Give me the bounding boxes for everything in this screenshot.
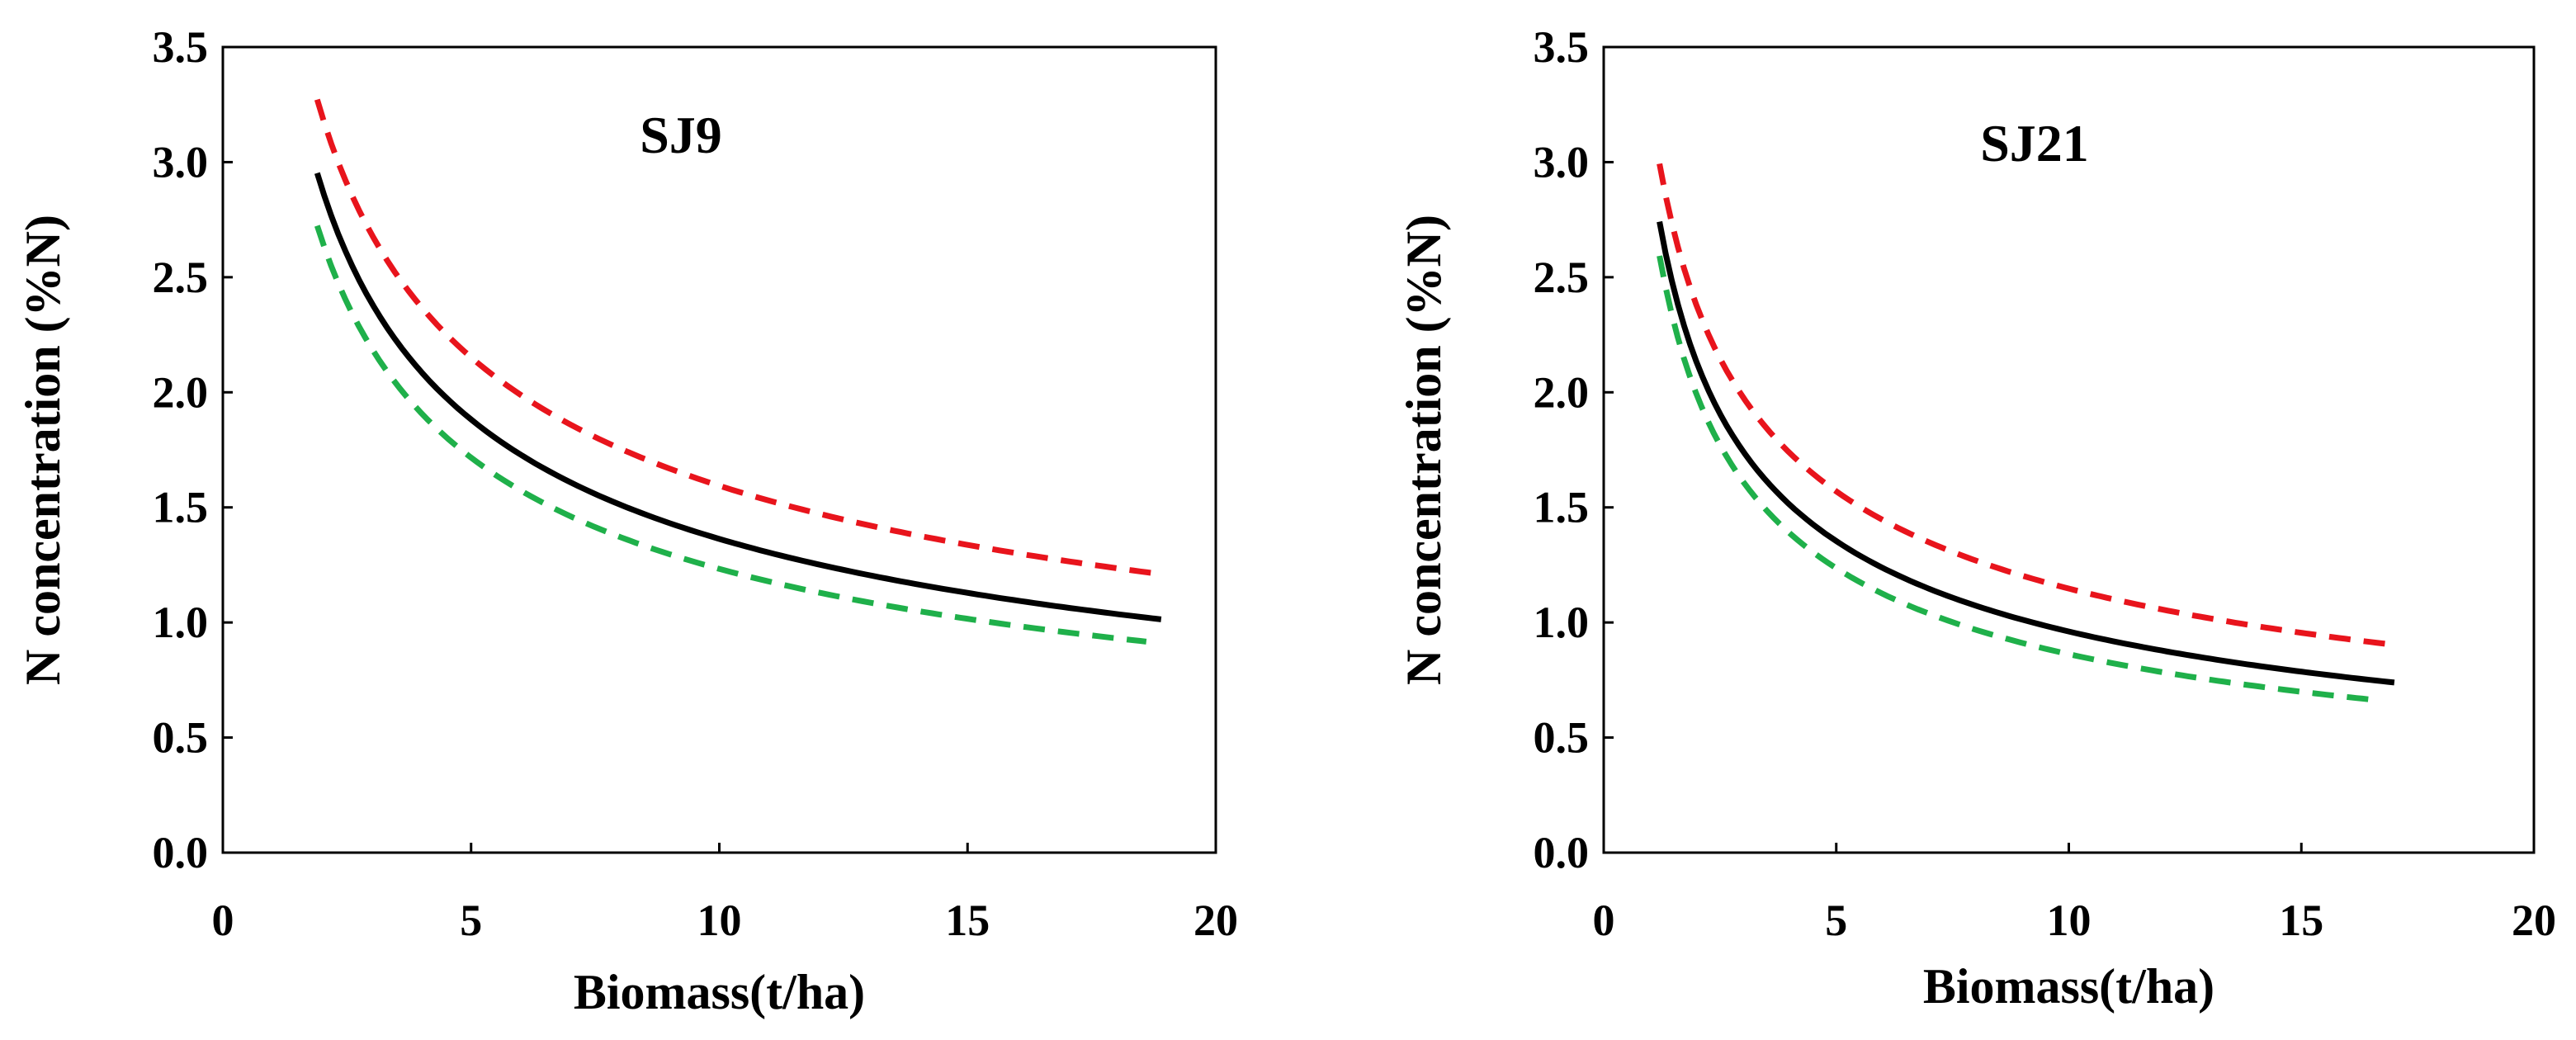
chart-title: SJ21 [1980, 114, 2089, 173]
x-tick-label: 20 [1193, 896, 1238, 945]
y-tick-label: 2.5 [153, 253, 209, 302]
panel-sj21: 0.0 0.5 1.0 1.5 2.0 2.5 3.0 3.5 0 5 10 15 20 SJ21 Biom… [1397, 22, 2556, 1014]
x-tick-label: 10 [697, 896, 742, 945]
plot-frame [221, 45, 1217, 854]
series-line-upper [1657, 163, 2395, 648]
y-tick-label: 0.5 [153, 713, 209, 763]
x-tick-label: 0 [1593, 896, 1615, 945]
x-axis-title: Biomass(t/ha) [574, 965, 865, 1019]
y-tick-label: 1.0 [1534, 598, 1590, 647]
y-tick-label: 0.0 [153, 828, 209, 877]
y-tick-label: 3.5 [1534, 22, 1590, 72]
x-tick-label: 15 [2279, 896, 2323, 945]
series-line-lower [1657, 255, 2381, 704]
x-tick-label: 5 [460, 896, 482, 945]
chart-title: SJ9 [640, 106, 722, 164]
x-tick-label: 20 [2512, 896, 2556, 945]
x-tick-label: 10 [2047, 896, 2092, 945]
y-tick-label: 1.5 [153, 483, 209, 532]
y-tick-label: 0.0 [1534, 828, 1590, 877]
y-axis-title: N concentration (%N) [16, 215, 70, 685]
y-axis-title: N concentration (%N) [1397, 215, 1451, 685]
series-line-upper [314, 98, 1162, 578]
series-line-mean [314, 172, 1162, 622]
series-line-lower [314, 225, 1147, 645]
y-tick-label: 3.0 [153, 137, 209, 187]
y-tick-label: 2.0 [1534, 367, 1590, 417]
y-tick-label: 1.5 [1534, 483, 1590, 532]
x-tick-label: 5 [1825, 896, 1847, 945]
y-tick-label: 1.0 [153, 598, 209, 647]
y-tick-label: 0.5 [1534, 713, 1590, 763]
series-line-mean [1657, 220, 2395, 686]
y-tick-label: 3.0 [1534, 137, 1590, 187]
x-tick-label: 0 [212, 896, 234, 945]
panel-sj9: 0.0 0.5 1.0 1.5 2.0 2.5 3.0 3.5 0 5 10 15 20 SJ9 Bioma… [16, 22, 1238, 1019]
y-tick-label: 2.5 [1534, 253, 1590, 302]
y-tick-label: 2.0 [153, 367, 209, 417]
y-tick-label: 3.5 [153, 22, 209, 72]
x-axis-title: Biomass(t/ha) [1923, 959, 2214, 1014]
x-tick-label: 15 [945, 896, 990, 945]
